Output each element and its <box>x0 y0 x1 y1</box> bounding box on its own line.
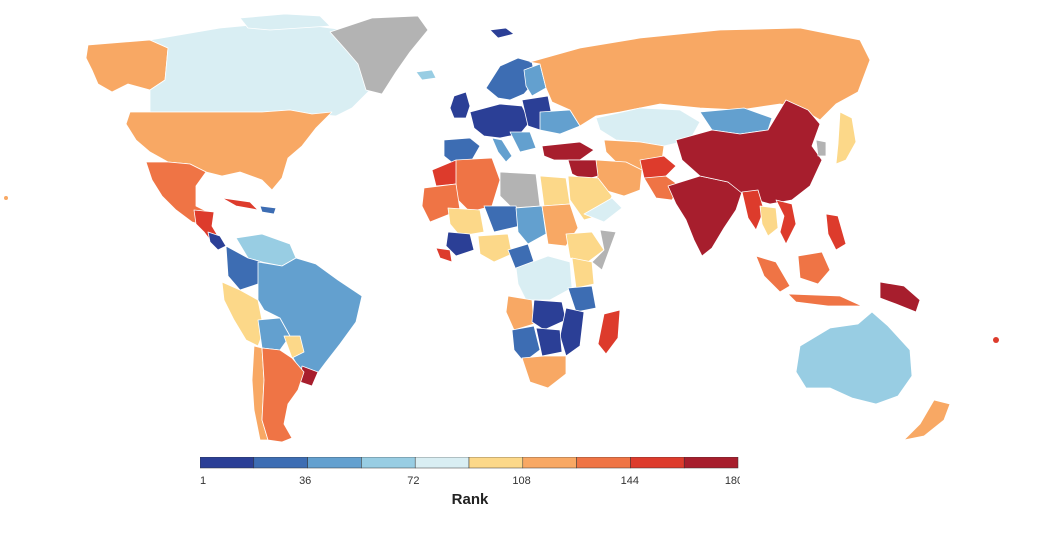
region-argentina <box>261 347 305 443</box>
world-choropleth-map <box>4 13 999 443</box>
region-angola <box>505 295 535 331</box>
region-zambia <box>531 299 567 331</box>
region-new-zealand <box>903 399 951 441</box>
region-russia <box>529 27 871 127</box>
legend-swatch <box>468 457 524 469</box>
legend-tick-label: 108 <box>512 475 530 487</box>
region-brazil <box>257 257 363 379</box>
region-bolivia <box>257 317 291 351</box>
region-china <box>675 99 823 205</box>
region-korea <box>815 139 827 157</box>
region-uk <box>449 91 471 119</box>
region-ethiopia <box>565 231 605 263</box>
region-canada <box>149 21 393 117</box>
region-paraguay <box>283 335 305 359</box>
region-kenya <box>571 257 595 289</box>
region-somalia <box>591 229 617 271</box>
region-vietnam <box>775 199 797 245</box>
region-india <box>667 175 743 257</box>
region-west-africa-coast <box>445 231 475 257</box>
legend-swatch <box>414 457 470 469</box>
region-myanmar <box>741 189 765 231</box>
region-canada-arctic <box>239 13 331 31</box>
legend-swatch <box>683 457 739 469</box>
region-balkans <box>509 131 537 153</box>
region-chad <box>515 205 547 245</box>
region-ukraine <box>539 109 581 135</box>
legend-tick-label: 36 <box>299 475 311 487</box>
legend-title: Rank <box>452 491 489 508</box>
legend-ticks: 1 36 72 108 144 180 <box>200 475 740 487</box>
region-mali <box>447 207 485 237</box>
legend-swatch <box>361 457 416 469</box>
legend-swatch <box>630 457 685 469</box>
region-hispaniola <box>259 205 277 215</box>
legend-swatch <box>200 457 255 469</box>
region-greenland <box>329 15 429 95</box>
region-cuba <box>221 197 259 211</box>
region-madagascar <box>597 309 621 355</box>
legend: 1 36 72 108 144 180 Rank <box>200 457 740 508</box>
region-philippines <box>825 213 847 251</box>
region-yemen-oman <box>583 197 623 223</box>
region-iceland <box>415 69 437 81</box>
region-libya <box>499 171 541 209</box>
region-egypt <box>539 175 571 207</box>
region-indonesia-east <box>787 293 863 307</box>
region-algeria <box>455 157 501 213</box>
region-tanzania <box>567 285 597 313</box>
legend-tick-label: 144 <box>621 475 639 487</box>
legend-swatch <box>576 457 631 469</box>
region-namibia <box>511 325 541 363</box>
region-ghana <box>435 247 453 263</box>
region-japan <box>835 111 857 165</box>
legend-tick-label: 72 <box>407 475 419 487</box>
region-central-america-south <box>207 231 227 251</box>
region-south-africa <box>521 355 567 389</box>
island-marker-pacific <box>993 337 999 343</box>
region-peru <box>221 281 265 347</box>
region-svalbard <box>489 27 515 39</box>
region-usa <box>125 109 333 191</box>
legend-tick-label: 1 <box>200 475 206 487</box>
region-afghanistan <box>639 155 677 179</box>
region-australia <box>795 311 913 405</box>
region-botswana <box>535 327 563 357</box>
legend-swatch <box>307 457 362 469</box>
region-mozambique <box>559 307 585 357</box>
region-indonesia-sumatra <box>755 255 791 293</box>
region-alaska <box>85 39 169 93</box>
region-turkey <box>541 141 595 161</box>
region-finland <box>523 63 547 97</box>
region-png <box>879 281 921 313</box>
region-indonesia-borneo <box>797 251 831 285</box>
region-niger <box>483 205 521 233</box>
region-nigeria <box>477 233 513 263</box>
region-drc <box>515 255 573 301</box>
legend-color-bar <box>200 457 739 469</box>
region-italy <box>491 137 513 163</box>
legend-tick-label: 180 <box>725 475 740 487</box>
region-thailand <box>759 205 779 237</box>
island-marker-atlantic <box>4 196 8 200</box>
legend-swatch <box>253 457 308 469</box>
legend-swatch <box>522 457 577 469</box>
